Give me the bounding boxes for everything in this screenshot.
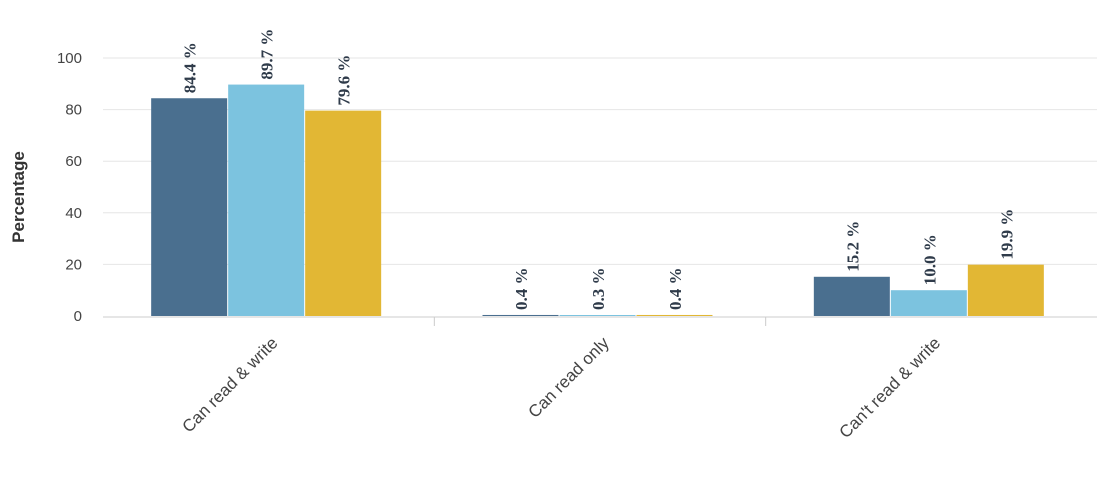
- bar: [482, 314, 559, 316]
- data-label: 0.3 %: [589, 268, 608, 311]
- y-tick-label: 20: [65, 256, 82, 273]
- data-label: 0.4 %: [666, 267, 685, 310]
- data-label: 89.7 %: [258, 29, 277, 80]
- y-tick-label: 40: [65, 205, 82, 222]
- category-label: Can read & write: [179, 333, 282, 436]
- bar: [890, 290, 967, 316]
- data-label: 10.0 %: [920, 234, 939, 285]
- category-labels: Can read & write Can read only Can't read …: [179, 317, 945, 442]
- y-tick-label: 60: [65, 153, 82, 170]
- data-label: 15.2 %: [843, 221, 862, 272]
- data-label: 0.4 %: [512, 267, 531, 310]
- bar: [559, 315, 636, 316]
- bar: [228, 84, 305, 316]
- bar: [151, 98, 228, 316]
- bar: [813, 276, 890, 316]
- bar: [636, 314, 713, 316]
- bar: [967, 264, 1044, 316]
- data-label: 19.9 %: [997, 209, 1016, 260]
- y-axis-ticks: 0 20 40 60 80 100: [57, 50, 82, 325]
- y-tick-label: 80: [65, 102, 82, 119]
- y-tick-label: 0: [74, 308, 82, 325]
- data-label: 84.4 %: [181, 42, 200, 93]
- bar: [305, 110, 382, 316]
- category-label: Can't read & write: [836, 333, 945, 442]
- bars: [151, 84, 1044, 316]
- data-label: 79.6 %: [335, 55, 354, 106]
- y-axis-title: Percentage: [9, 151, 28, 243]
- category-label: Can read only: [525, 333, 614, 422]
- y-tick-label: 100: [57, 50, 82, 67]
- data-labels: 84.4 % 89.7 % 79.6 % 0.4 % 0.3 % 0.4 % 15.2 % 1…: [181, 29, 1017, 310]
